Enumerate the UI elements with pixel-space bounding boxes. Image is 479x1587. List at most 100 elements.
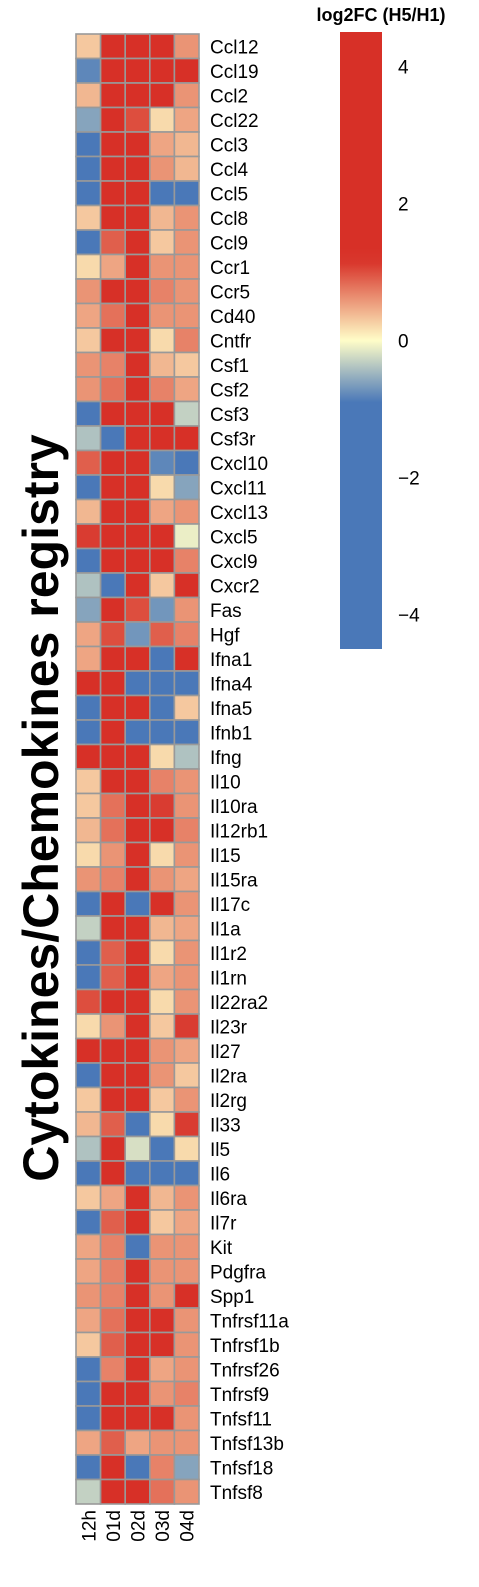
- heatmap-cell-Il7r-01d: [99, 1209, 126, 1236]
- heatmap-cell-Il6-02d: [124, 1160, 151, 1187]
- heatmap-cell-Ifng-02d: [124, 743, 151, 770]
- heatmap-cell-Il1rn-03d: [149, 964, 176, 991]
- heatmap-cell-Cxcl10-04d: [173, 449, 200, 476]
- heatmap-cell-Ccl4-01d: [99, 155, 126, 182]
- heatmap-cell-Cxcl9-01d: [99, 547, 126, 574]
- heatmap-cell-Csf2-01d: [99, 376, 126, 403]
- heatmap-cell-Tnfrsf11a-04d: [173, 1307, 200, 1334]
- heatmap-cell-Ccl12-12h: [75, 33, 102, 60]
- row-label: Cxcr2: [210, 576, 260, 597]
- heatmap-cell-Ccl2-04d: [173, 82, 200, 109]
- heatmap-cell-Ccl4-04d: [173, 155, 200, 182]
- heatmap-cell-Tnfsf8-01d: [99, 1478, 126, 1505]
- heatmap-cell-Il10ra-04d: [173, 792, 200, 819]
- heatmap-cell-Ccr1-01d: [99, 253, 126, 280]
- heatmap-cell-Il23r-02d: [124, 1013, 151, 1040]
- heatmap-cell-Kit-04d: [173, 1233, 200, 1260]
- heatmap-cell-Tnfrsf9-03d: [149, 1380, 176, 1407]
- column-label: 01d: [104, 1510, 125, 1542]
- heatmap-cell-Ccl8-03d: [149, 204, 176, 231]
- heatmap-cell-Spp1-04d: [173, 1282, 200, 1309]
- heatmap-cell-Ccl4-03d: [149, 155, 176, 182]
- heatmap-cell-Tnfrsf26-03d: [149, 1356, 176, 1383]
- heatmap-cell-Ccl4-12h: [75, 155, 102, 182]
- heatmap-cell-Il12rb1-02d: [124, 817, 151, 844]
- heatmap-cell-Il17c-03d: [149, 890, 176, 917]
- heatmap-cell-Il5-03d: [149, 1135, 176, 1162]
- heatmap-cell-Il1r2-02d: [124, 939, 151, 966]
- heatmap-cell-Ifna5-03d: [149, 694, 176, 721]
- row-label: Il15: [210, 846, 241, 867]
- row-label: Il7r: [210, 1213, 237, 1234]
- row-label: Csf1: [210, 356, 249, 377]
- heatmap-cell-Ccl4-02d: [124, 155, 151, 182]
- heatmap-cell-Il6ra-12h: [75, 1184, 102, 1211]
- column-label: 03d: [153, 1510, 174, 1542]
- heatmap-cell-Ifng-01d: [99, 743, 126, 770]
- heatmap-cell-Ccl3-03d: [149, 131, 176, 158]
- heatmap-cell-Tnfsf18-03d: [149, 1454, 176, 1481]
- row-label: Hgf: [210, 625, 240, 646]
- heatmap-cell-Fas-02d: [124, 596, 151, 623]
- heatmap-cell-Ifng-12h: [75, 743, 102, 770]
- heatmap-cell-Pdgfra-02d: [124, 1258, 151, 1285]
- heatmap-cell-Il12rb1-04d: [173, 817, 200, 844]
- heatmap-cell-Ccl19-02d: [124, 57, 151, 84]
- row-label: Il1a: [210, 919, 241, 940]
- heatmap-cell-Il15-02d: [124, 841, 151, 868]
- heatmap-cell-Il10-12h: [75, 768, 102, 795]
- heatmap-cell-Il17c-12h: [75, 890, 102, 917]
- row-label: Il33: [210, 1115, 241, 1136]
- heatmap-cell-Il22ra2-02d: [124, 988, 151, 1015]
- row-label: Il6: [210, 1164, 230, 1185]
- heatmap-cell-Ccl9-03d: [149, 229, 176, 256]
- row-labels: Ccl12 Ccl19 Ccl2 Ccl22 Ccl3 Ccl4 Ccl5 Ccl8 Ccl9 C…: [210, 37, 289, 1504]
- heatmap-cell-Il15-12h: [75, 841, 102, 868]
- heatmap-cell-Fas-03d: [149, 596, 176, 623]
- heatmap-cell-Cxcl13-12h: [75, 498, 102, 525]
- heatmap-cell-Ifna1-02d: [124, 645, 151, 672]
- row-label: Il15ra: [210, 870, 258, 891]
- heatmap-cell-Il33-04d: [173, 1111, 200, 1138]
- heatmap-cell-Il2ra-12h: [75, 1062, 102, 1089]
- row-label: Ccl2: [210, 86, 248, 107]
- heatmap-cell-Spp1-02d: [124, 1282, 151, 1309]
- heatmap-cell-Tnfsf8-04d: [173, 1478, 200, 1505]
- heatmap-cell-Ifnb1-02d: [124, 719, 151, 746]
- row-label: Tnfsf11: [210, 1409, 272, 1430]
- heatmap-cell-Cd40-02d: [124, 302, 151, 329]
- heatmap-cell-Ccl2-12h: [75, 82, 102, 109]
- heatmap-cell-Pdgfra-01d: [99, 1258, 126, 1285]
- heatmap-cell-Ifna1-04d: [173, 645, 200, 672]
- heatmap-cell-Csf3-12h: [75, 400, 102, 427]
- heatmap-cell-Il1rn-02d: [124, 964, 151, 991]
- row-label: Tnfrsf9: [210, 1385, 269, 1406]
- heatmap-cell-Hgf-04d: [173, 621, 200, 648]
- heatmap-cell-Tnfrsf1b-04d: [173, 1331, 200, 1358]
- heatmap-cell-Il15-03d: [149, 841, 176, 868]
- row-label: Ccl3: [210, 135, 248, 156]
- legend-tick-label: 2: [398, 194, 409, 215]
- heatmap-cell-Ccl8-02d: [124, 204, 151, 231]
- legend-title: log2FC (H5/H1): [316, 5, 445, 25]
- heatmap-cell-Il23r-03d: [149, 1013, 176, 1040]
- heatmap-cell-Ccl5-02d: [124, 180, 151, 207]
- heatmap-cell-Il10-04d: [173, 768, 200, 795]
- row-label: Ccl19: [210, 62, 259, 83]
- heatmap-cell-Il6-01d: [99, 1160, 126, 1187]
- column-label: 04d: [178, 1510, 199, 1542]
- heatmap-cell-Spp1-01d: [99, 1282, 126, 1309]
- heatmap-cell-Kit-02d: [124, 1233, 151, 1260]
- heatmap-cell-Tnfrsf1b-03d: [149, 1331, 176, 1358]
- heatmap-cell-Csf3r-01d: [99, 425, 126, 452]
- heatmap-cell-Ccl12-04d: [173, 33, 200, 60]
- heatmap-cell-Ccl2-01d: [99, 82, 126, 109]
- heatmap-cell-Cxcl9-03d: [149, 547, 176, 574]
- heatmap-cell-Tnfrsf11a-01d: [99, 1307, 126, 1334]
- heatmap-cell-Ccr5-02d: [124, 278, 151, 305]
- heatmap-cell-Ccl9-02d: [124, 229, 151, 256]
- heatmap-cell-Ccl8-12h: [75, 204, 102, 231]
- heatmap-cell-Tnfsf8-02d: [124, 1478, 151, 1505]
- heatmap-cell-Cxcl11-03d: [149, 474, 176, 501]
- row-label: Csf2: [210, 380, 249, 401]
